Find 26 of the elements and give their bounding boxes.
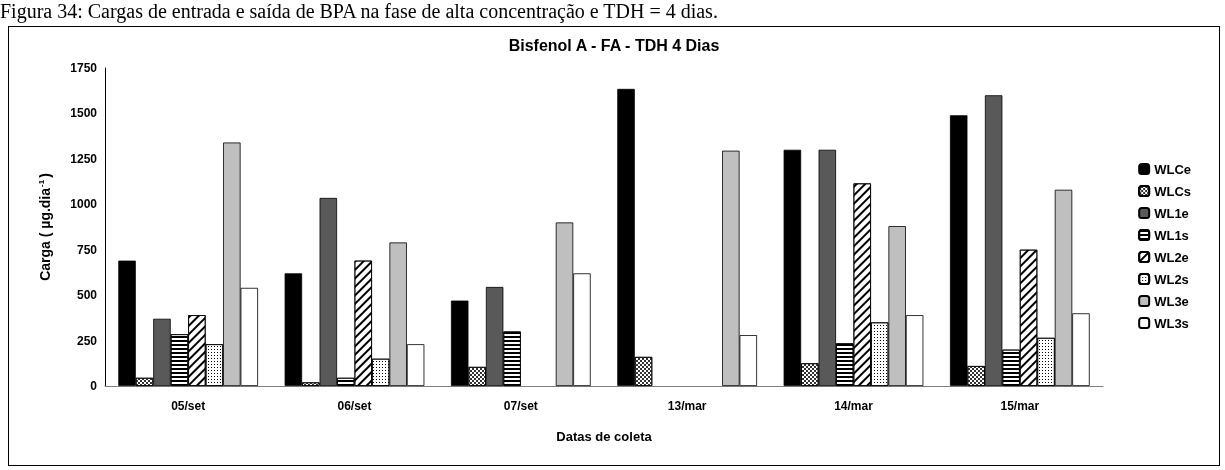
y-tick-label: 1250 — [70, 151, 98, 166]
legend-label: WL1s — [1154, 227, 1189, 243]
legend-label: WL1e — [1154, 205, 1189, 221]
y-tick-label: 1500 — [70, 106, 98, 121]
y-tick-label: 750 — [76, 242, 98, 257]
legend-label: WL2e — [1154, 249, 1189, 265]
x-tick-label: 13/mar — [667, 399, 707, 413]
y-axis-title: Carga ( µg.dia-1) — [36, 173, 53, 281]
chart-subtitle: Figura 34: Cargas de entrada e saída de BPA na fase de alta concentração e TDH = 4 dias. — [0, 0, 1225, 24]
x-tick-label: 14/mar — [834, 399, 874, 413]
y-tick-label: 500 — [76, 288, 98, 303]
legend-label: WL3s — [1154, 315, 1189, 331]
legend-label: WLCe — [1154, 161, 1192, 177]
legend-label: WL2s — [1154, 271, 1189, 287]
legend-label: WLCs — [1154, 183, 1192, 199]
x-axis-title: Datas de coleta — [556, 429, 653, 444]
y-tick-label: 1000 — [70, 197, 98, 212]
y-tick-label: 0 — [90, 379, 98, 393]
legend-label: WL3e — [1154, 293, 1189, 309]
y-tick-label: 1750 — [70, 61, 98, 75]
x-tick-label: 07/set — [503, 399, 538, 413]
chart-title: Bisfenol A - FA - TDH 4 Dias — [508, 36, 720, 54]
x-tick-label: 06/set — [337, 399, 372, 413]
y-tick-label: 250 — [76, 333, 98, 348]
x-tick-label: 15/mar — [1000, 399, 1040, 413]
x-tick-label: 05/set — [171, 399, 206, 413]
